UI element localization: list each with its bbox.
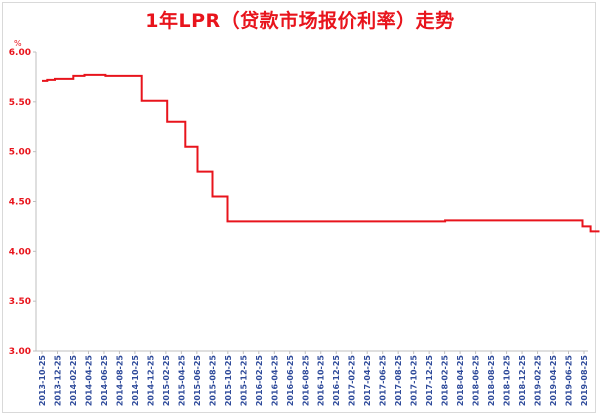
x-tick-label: 2019-06-25 bbox=[565, 355, 574, 407]
x-tick-label: 2015-06-25 bbox=[193, 355, 202, 407]
x-tick-label: 2018-02-25 bbox=[441, 355, 450, 407]
y-tick-label: 3.00 bbox=[9, 347, 31, 357]
x-tick-label: 2015-02-25 bbox=[162, 355, 171, 407]
x-tick-label: 2013-10-25 bbox=[38, 355, 47, 407]
x-tick-label: 2016-08-25 bbox=[301, 355, 310, 407]
y-tick-label: 5.00 bbox=[9, 148, 31, 158]
x-axis-ticks: 2013-10-25 2013-12-25 2014-02-25 2014-04-25… bbox=[38, 351, 589, 406]
chart-frame bbox=[2, 2, 596, 413]
x-tick-label: 2015-10-25 bbox=[224, 355, 233, 407]
x-tick-label: 2015-08-25 bbox=[208, 355, 217, 407]
lpr-series-line bbox=[42, 73, 600, 233]
chart-title: 1年LPR（贷款市场报价利率）走势 bbox=[145, 10, 455, 32]
x-tick-label: 2015-12-25 bbox=[239, 355, 248, 407]
x-tick-label: 2014-02-25 bbox=[69, 355, 78, 407]
y-tick-label: 4.50 bbox=[9, 198, 31, 208]
y-tick-label: 5.50 bbox=[9, 98, 31, 108]
x-tick-label: 2019-08-25 bbox=[580, 355, 589, 407]
x-tick-label: 2017-10-25 bbox=[410, 355, 419, 407]
x-tick-label: 2018-08-25 bbox=[487, 355, 496, 407]
x-tick-label: 2014-10-25 bbox=[131, 355, 140, 407]
y-tick-label: 4.00 bbox=[9, 247, 31, 257]
x-tick-label: 2016-04-25 bbox=[270, 355, 279, 407]
x-tick-label: 2014-12-25 bbox=[146, 355, 155, 407]
x-tick-label: 2016-10-25 bbox=[317, 355, 326, 407]
x-tick-label: 2017-04-25 bbox=[363, 355, 372, 407]
x-tick-label: 2015-04-25 bbox=[177, 355, 186, 407]
x-tick-label: 2018-10-25 bbox=[503, 355, 512, 407]
y-tick-label: 3.50 bbox=[9, 297, 31, 307]
x-tick-label: 2017-02-25 bbox=[348, 355, 357, 407]
x-tick-label: 2016-02-25 bbox=[255, 355, 264, 407]
x-tick-label: 2016-06-25 bbox=[286, 355, 295, 407]
y-tick-label: 6.00 bbox=[9, 48, 31, 58]
axes bbox=[35, 52, 588, 352]
x-tick-label: 2018-06-25 bbox=[472, 355, 481, 407]
x-tick-label: 2014-04-25 bbox=[84, 355, 93, 407]
series-group bbox=[42, 73, 600, 233]
x-tick-label: 2016-12-25 bbox=[332, 355, 341, 407]
x-tick-label: 2017-06-25 bbox=[379, 355, 388, 407]
x-tick-label: 2018-04-25 bbox=[456, 355, 465, 407]
x-tick-label: 2013-12-25 bbox=[53, 355, 62, 407]
x-tick-label: 2014-06-25 bbox=[100, 355, 109, 407]
y-axis-unit: % bbox=[14, 39, 22, 48]
x-tick-label: 2019-04-25 bbox=[549, 355, 558, 407]
x-tick-label: 2017-12-25 bbox=[425, 355, 434, 407]
x-tick-label: 2014-08-25 bbox=[115, 355, 124, 407]
x-tick-label: 2018-12-25 bbox=[518, 355, 527, 407]
x-tick-label: 2017-08-25 bbox=[394, 355, 403, 407]
y-axis-ticks: 3.00 3.50 4.00 4.50 5.00 5.50 6.00 bbox=[9, 48, 36, 357]
x-tick-label: 2019-02-25 bbox=[534, 355, 543, 407]
